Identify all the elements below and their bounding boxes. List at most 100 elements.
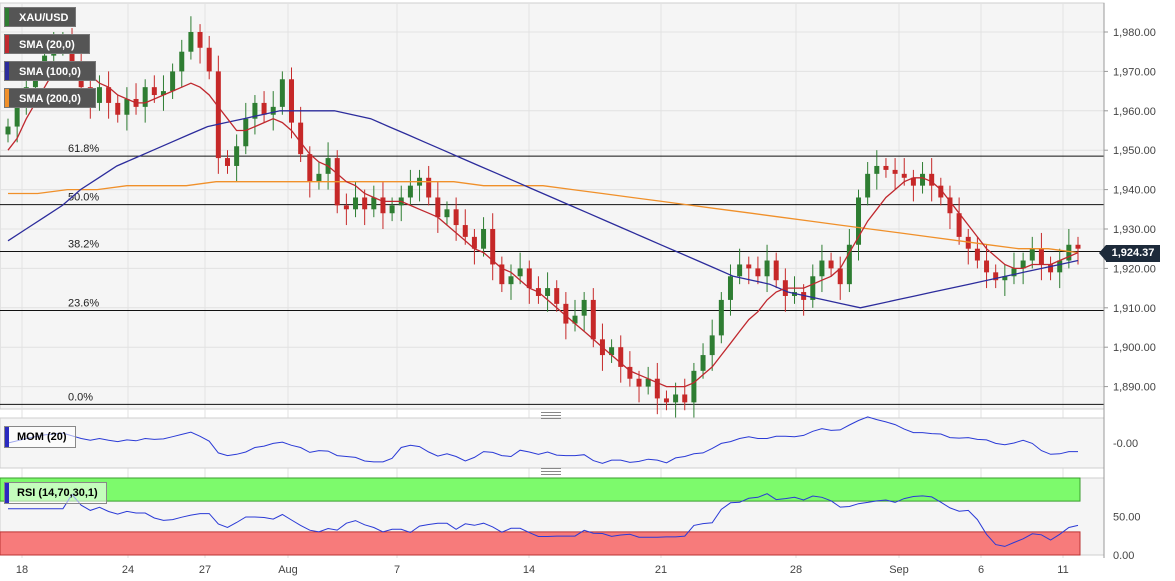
candle-body (362, 197, 368, 210)
candle-body (343, 205, 349, 210)
candle-body (910, 177, 916, 186)
candle-body (160, 91, 166, 96)
candle-body (901, 173, 907, 178)
momentum-legend[interactable]: MOM (20) (4, 426, 76, 448)
x-tick-label: 6 (978, 564, 984, 576)
candle-body (618, 347, 624, 367)
x-tick-label: Aug (278, 564, 298, 576)
candle-body (270, 106, 276, 115)
momentum-label: MOM (20) (17, 431, 67, 443)
fib-label: 50.0% (68, 192, 99, 204)
candle-body (462, 225, 468, 237)
candle-body (234, 146, 240, 166)
candle-body (243, 118, 249, 147)
candle-body (188, 32, 194, 52)
candle-body (673, 394, 679, 403)
candle-body (737, 264, 743, 277)
candle-body (691, 370, 697, 403)
legend-sma20[interactable]: SMA (20,0) (4, 34, 90, 54)
candle-body (819, 260, 825, 277)
x-tick-label: 28 (790, 564, 802, 576)
candle-body (920, 173, 926, 186)
candle-body (1020, 260, 1026, 269)
panel-resize-handle[interactable] (541, 468, 561, 475)
candle-body (609, 347, 615, 356)
candle-body (517, 268, 523, 277)
candle-body (197, 32, 203, 48)
fib-label: 0.0% (68, 391, 93, 403)
candle-body (645, 378, 651, 387)
candle-body (215, 71, 221, 159)
x-tick-label: 14 (523, 564, 535, 576)
candle-body (279, 79, 285, 107)
y-tick-label: 1,970.00 (1113, 66, 1156, 78)
candle-body (124, 98, 130, 115)
candle-body (307, 154, 313, 182)
candle-body (755, 268, 761, 277)
y-tick-label: 1,980.00 (1113, 27, 1156, 39)
fib-label: 61.8% (68, 143, 99, 155)
candle-body (874, 165, 880, 174)
candle-body (837, 268, 843, 285)
candle-body (627, 366, 633, 379)
candle-body (1002, 276, 1008, 281)
candle-body (481, 229, 487, 249)
fibonacci-levels: 61.8% 50.0% 38.2% 23.6% 0.0% (0, 143, 1104, 405)
candle-body (883, 165, 889, 170)
candle-body (746, 264, 752, 269)
candle-body (846, 244, 852, 285)
panel-resize-handle[interactable] (541, 412, 561, 419)
legend-label: SMA (20,0) (19, 39, 75, 51)
rsi-tick-label: 0.00 (1113, 550, 1134, 562)
y-tick-label: 1,900.00 (1113, 342, 1156, 354)
candle-body (1011, 268, 1017, 277)
candle-body (526, 268, 532, 289)
candle-body (572, 315, 578, 324)
legend-sma100[interactable]: SMA (100,0) (4, 61, 96, 81)
candle-body (389, 205, 395, 214)
momentum-line (7, 416, 1078, 464)
candle-body (289, 79, 295, 123)
rsi-legend[interactable]: RSI (14,70,30,1) (4, 482, 107, 504)
candle-body (773, 260, 779, 281)
candle-body (892, 169, 898, 174)
candle-body (865, 173, 871, 198)
x-tick-label: 18 (16, 564, 28, 576)
y-tick-label: 1,920.00 (1113, 263, 1156, 275)
candle-body (106, 87, 112, 103)
candle-body (718, 299, 724, 336)
candle-body (316, 173, 322, 182)
sma20-line (7, 62, 1079, 388)
candle-body (654, 378, 660, 399)
candle-body (682, 394, 688, 403)
candle-body (1048, 264, 1054, 273)
indicator-panels (0, 416, 1105, 556)
candle-body (1029, 248, 1035, 261)
momentum-tick-label: -0.00 (1113, 438, 1138, 450)
candle-body (856, 197, 862, 245)
sma200-line (8, 181, 1079, 254)
candle-body (965, 236, 971, 249)
y-tick-label: 1,890.00 (1113, 382, 1156, 394)
candle-body (380, 197, 386, 214)
legend-xauusd[interactable]: XAU/USD (4, 7, 76, 27)
candle-body (590, 299, 596, 340)
candle-body (151, 87, 157, 96)
candle-body (453, 209, 459, 226)
fib-label: 38.2% (68, 238, 99, 250)
legend-label: SMA (100,0) (19, 66, 81, 78)
candle-body (947, 197, 953, 214)
legend-sma200[interactable]: SMA (200,0) (4, 88, 96, 108)
candle-body (1066, 244, 1072, 261)
candle-body (727, 276, 733, 300)
candle-body (96, 87, 102, 103)
candle-body (444, 209, 450, 218)
candle-body (929, 173, 935, 186)
candle-body (252, 102, 258, 119)
y-tick-label: 1,910.00 (1113, 303, 1156, 315)
y-tick-label: 1,940.00 (1113, 185, 1156, 197)
candle-body (956, 213, 962, 237)
candle-body (371, 197, 377, 210)
candle-body (1038, 248, 1044, 265)
candle-body (224, 158, 230, 166)
